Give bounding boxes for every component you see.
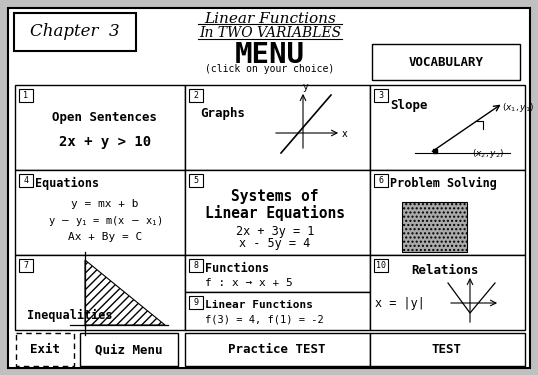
Bar bbox=[370, 255, 525, 330]
Bar bbox=[185, 255, 370, 292]
Text: 1: 1 bbox=[24, 91, 29, 100]
Bar bbox=[15, 85, 185, 170]
Text: 3: 3 bbox=[379, 91, 384, 100]
Bar bbox=[19, 259, 33, 272]
Bar bbox=[16, 333, 74, 366]
Text: $(x_1,y_1)$: $(x_1,y_1)$ bbox=[502, 100, 534, 114]
Text: Graphs: Graphs bbox=[201, 106, 245, 120]
Bar bbox=[185, 85, 370, 170]
Text: $(x_2,y_2)$: $(x_2,y_2)$ bbox=[472, 147, 504, 159]
Bar bbox=[374, 259, 388, 272]
Text: (click on your choice): (click on your choice) bbox=[206, 64, 335, 74]
Text: f : x → x + 5: f : x → x + 5 bbox=[205, 278, 293, 288]
Text: Open Sentences: Open Sentences bbox=[53, 111, 158, 123]
Bar bbox=[374, 174, 388, 187]
Text: Equations: Equations bbox=[35, 177, 99, 189]
Text: 5: 5 bbox=[194, 176, 199, 185]
Bar bbox=[370, 333, 525, 366]
Text: 10: 10 bbox=[376, 261, 386, 270]
Text: 9: 9 bbox=[194, 298, 199, 307]
Text: MENU: MENU bbox=[235, 41, 305, 69]
Text: x = |y|: x = |y| bbox=[375, 297, 425, 309]
Text: 8: 8 bbox=[194, 261, 199, 270]
Text: Exit: Exit bbox=[30, 343, 60, 356]
Bar bbox=[189, 89, 203, 102]
Text: 6: 6 bbox=[379, 176, 384, 185]
Text: y $-$ y$_1$ = m(x $-$ x$_1$): y $-$ y$_1$ = m(x $-$ x$_1$) bbox=[48, 214, 162, 228]
Bar bbox=[15, 255, 185, 330]
Bar bbox=[189, 296, 203, 309]
Bar bbox=[19, 89, 33, 102]
Text: y: y bbox=[303, 82, 309, 92]
Text: Problem Solving: Problem Solving bbox=[390, 177, 497, 189]
Text: Inequalities: Inequalities bbox=[27, 309, 113, 321]
Text: In TWO VARIABLES: In TWO VARIABLES bbox=[199, 26, 341, 40]
Text: 2: 2 bbox=[194, 91, 199, 100]
Bar bbox=[370, 85, 525, 170]
Bar bbox=[185, 292, 370, 330]
Bar bbox=[14, 13, 136, 51]
Bar bbox=[19, 174, 33, 187]
Bar bbox=[185, 333, 370, 366]
Text: Ax + By = C: Ax + By = C bbox=[68, 232, 142, 242]
Text: Systems of: Systems of bbox=[231, 189, 318, 204]
Text: Practice TEST: Practice TEST bbox=[228, 343, 325, 356]
Text: 2x + 3y = 1: 2x + 3y = 1 bbox=[236, 225, 314, 237]
Bar bbox=[374, 89, 388, 102]
Text: Quiz Menu: Quiz Menu bbox=[95, 343, 163, 356]
Bar bbox=[189, 174, 203, 187]
Text: VOCABULARY: VOCABULARY bbox=[408, 56, 484, 69]
Text: Linear Equations: Linear Equations bbox=[205, 205, 345, 221]
Text: Slope: Slope bbox=[390, 99, 428, 111]
Polygon shape bbox=[85, 260, 165, 325]
Text: 4: 4 bbox=[24, 176, 29, 185]
Text: 2x + y > 10: 2x + y > 10 bbox=[59, 135, 151, 149]
Text: Linear Functions: Linear Functions bbox=[204, 12, 336, 26]
Bar bbox=[402, 202, 467, 252]
Text: x - 5y = 4: x - 5y = 4 bbox=[239, 237, 310, 250]
Text: x: x bbox=[342, 129, 348, 139]
Bar bbox=[15, 170, 185, 255]
Text: Linear Functions: Linear Functions bbox=[205, 300, 313, 310]
Text: 7: 7 bbox=[24, 261, 29, 270]
Text: Relations: Relations bbox=[411, 264, 479, 278]
Bar bbox=[372, 44, 520, 80]
Text: Chapter  3: Chapter 3 bbox=[30, 24, 120, 40]
Bar bbox=[189, 259, 203, 272]
Text: f(3) = 4, f(1) = -2: f(3) = 4, f(1) = -2 bbox=[205, 315, 324, 325]
Text: Functions: Functions bbox=[205, 261, 269, 274]
Bar bbox=[80, 333, 178, 366]
Bar bbox=[370, 170, 525, 255]
Text: TEST: TEST bbox=[432, 343, 462, 356]
Text: y = mx + b: y = mx + b bbox=[71, 199, 139, 209]
Bar bbox=[185, 170, 370, 255]
